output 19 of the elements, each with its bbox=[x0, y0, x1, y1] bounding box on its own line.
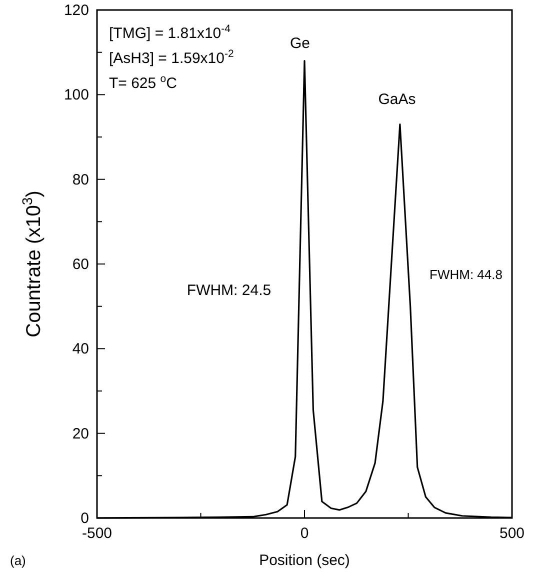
annotation: Ge bbox=[290, 35, 310, 52]
y-tick-label: 60 bbox=[72, 256, 89, 273]
annotation: [AsH3] = 1.59x10$^{-2}$ bbox=[109, 48, 234, 67]
x-tick-label: 0 bbox=[300, 525, 309, 542]
y-tick-label: 20 bbox=[72, 425, 89, 442]
annotation: T= 625 $^{o}$C bbox=[109, 73, 178, 92]
annotation: GaAs bbox=[378, 91, 416, 108]
y-tick-label: 0 bbox=[80, 510, 89, 527]
annotation: FWHM: 44.8 bbox=[430, 267, 502, 282]
text: (a) bbox=[10, 553, 26, 568]
y-tick-label: 100 bbox=[64, 86, 89, 104]
y-tick-label: 80 bbox=[72, 171, 89, 188]
x-axis-title: Position (sec) bbox=[259, 552, 350, 569]
x-tick-label: -500 bbox=[82, 525, 112, 542]
y-tick-label: 40 bbox=[72, 340, 89, 358]
y-tick-label: 120 bbox=[64, 2, 89, 19]
x-tick-label: 500 bbox=[499, 525, 525, 542]
annotation: [TMG] = 1.81x10$^{-4}$ bbox=[109, 23, 231, 42]
annotation: FWHM: 24.5 bbox=[186, 282, 272, 299]
